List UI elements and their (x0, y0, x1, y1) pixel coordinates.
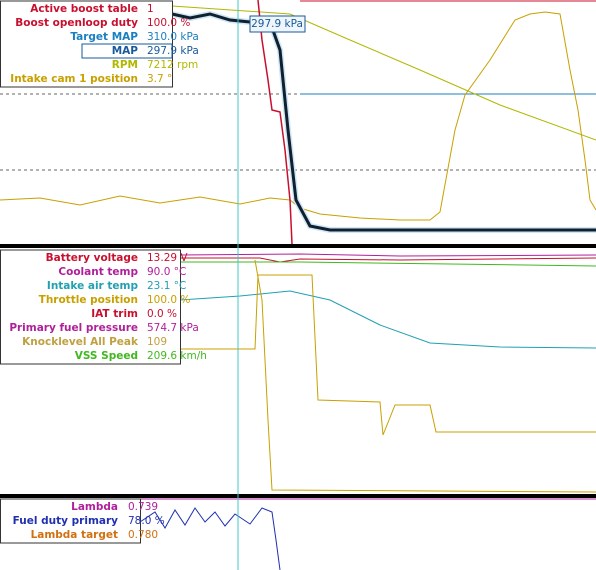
channel-value: 90.0 °C (147, 266, 186, 278)
channel-value: 109 (147, 336, 167, 348)
channel-value: 23.1 °C (147, 280, 186, 292)
map-outline (171, 10, 596, 233)
channel-value: 3.7 ° (147, 73, 172, 85)
fuel-pressure-trace (179, 253, 596, 257)
channel-value: 297.9 kPa (147, 45, 199, 57)
panel-separator (0, 244, 596, 248)
throttle-trace (254, 259, 596, 493)
channel-name: Target MAP (70, 31, 138, 43)
channel-value: 209.6 km/h (147, 350, 207, 362)
channel-name: Lambda target (31, 529, 118, 541)
legends: Active boost table 1 Boost openloop duty 10… (0, 0, 207, 544)
battery-trace (180, 257, 596, 263)
vss-trace (180, 261, 596, 267)
channel-value: 13.29 V (147, 252, 188, 264)
channel-name: Primary fuel pressure (9, 322, 138, 334)
channel-value: 78.0 % (128, 515, 165, 527)
cam-trace (0, 11, 596, 221)
channel-name: Active boost table (30, 3, 138, 15)
iat-trace (179, 290, 596, 349)
legend-box (0, 249, 181, 365)
rpm-trace (171, 5, 596, 141)
channel-name: MAP (112, 45, 139, 57)
channel-name: Fuel duty primary (13, 515, 119, 527)
panel-separator (0, 494, 596, 498)
knock-trace (0, 274, 596, 436)
channel-value: 0.739 (128, 501, 158, 513)
channel-value: 0.0 % (147, 308, 177, 320)
channel-value: 0.780 (128, 529, 158, 541)
cursor-label: 297.9 kPa (251, 18, 303, 30)
channel-value: 100.0 % (147, 17, 190, 29)
channel-name: Boost openloop duty (15, 17, 138, 29)
channel-name: Lambda (71, 501, 118, 513)
channel-name: Intake air temp (47, 280, 139, 292)
channel-name: Knocklevel All Peak (22, 336, 139, 348)
channel-name: Throttle position (39, 294, 138, 306)
highlight-box (81, 43, 173, 59)
channel-name: IAT trim (91, 308, 138, 320)
channel-name: VSS Speed (75, 350, 138, 362)
channel-value: 310.0 kPa (147, 31, 199, 43)
channel-value: 574.7 kPa (147, 322, 199, 334)
boost-duty-trace (257, 0, 293, 245)
channel-name: RPM (112, 59, 138, 71)
channel-name: Battery voltage (46, 252, 138, 264)
channel-value: 1 (147, 3, 154, 15)
map-trace (171, 12, 596, 232)
channel-value: 100.0 % (147, 294, 190, 306)
cursor-label-box (249, 15, 306, 33)
channel-name: Intake cam 1 position (10, 73, 138, 85)
fuel-duty-trace (139, 507, 281, 570)
legend-box (0, 498, 141, 544)
channel-name: Coolant temp (58, 266, 138, 278)
channel-value: 7212 rpm (147, 59, 198, 71)
